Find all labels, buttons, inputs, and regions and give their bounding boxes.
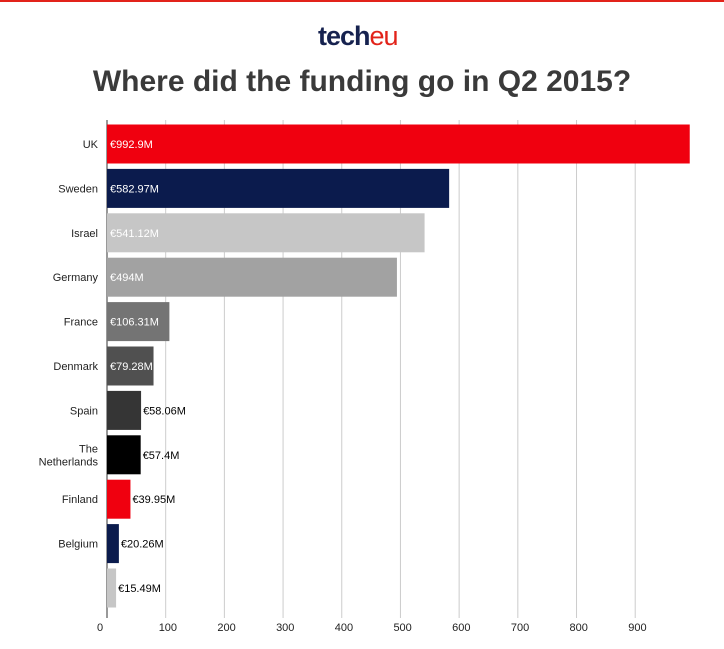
data-label: €20.26M xyxy=(121,539,164,551)
techeu-logo: techeu xyxy=(318,20,399,52)
category-label: Sweden xyxy=(58,183,98,195)
x-tick-label: 300 xyxy=(276,622,294,634)
x-tick-label: 600 xyxy=(452,622,470,634)
data-label: €494M xyxy=(110,272,144,284)
bar xyxy=(107,213,425,253)
category-label: Spain xyxy=(70,405,98,417)
bar xyxy=(107,568,117,608)
category-label: Belgium xyxy=(58,539,98,551)
data-label: €39.95M xyxy=(132,494,175,506)
logo-tech: tech xyxy=(318,21,371,51)
x-tick-label: 500 xyxy=(393,622,411,634)
x-axis-ticks: 0 100 200 300 400 500 600 700 800 900 xyxy=(97,622,647,634)
bar xyxy=(107,124,690,164)
bar xyxy=(107,479,131,519)
category-label: Germany xyxy=(53,272,99,284)
bar xyxy=(107,524,119,564)
bar xyxy=(107,346,154,386)
data-label: €79.28M xyxy=(110,361,153,373)
bar xyxy=(107,302,170,342)
x-tick-label: 800 xyxy=(570,622,588,634)
category-label: Denmark xyxy=(53,361,98,373)
x-tick-label: 0 xyxy=(97,622,103,634)
data-label: €541.12M xyxy=(110,228,159,240)
data-label: €992.9M xyxy=(110,139,153,151)
category-labels: UK Sweden Israel Germany France Denmark Spain T… xyxy=(39,139,99,551)
bar xyxy=(107,257,397,297)
x-tick-label: 400 xyxy=(335,622,353,634)
bar xyxy=(107,390,142,430)
x-tick-label: 200 xyxy=(217,622,235,634)
chart-title: Where did the funding go in Q2 2015? xyxy=(92,65,632,98)
top-rule xyxy=(0,0,724,2)
data-label: €106.31M xyxy=(110,317,159,329)
category-label: The Netherlands xyxy=(39,443,99,468)
category-label: Finland xyxy=(62,494,98,506)
category-label: UK xyxy=(83,139,99,151)
x-tick-label: 900 xyxy=(628,622,646,634)
category-label: France xyxy=(64,317,98,329)
bars xyxy=(107,124,690,608)
x-tick-label: 700 xyxy=(511,622,529,634)
bar xyxy=(107,168,450,208)
data-label: €582.97M xyxy=(110,183,159,195)
category-label: Israel xyxy=(71,228,98,240)
data-labels: €992.9M €582.97M €541.12M €494M €106.31M €79.… xyxy=(110,139,186,595)
x-tick-label: 100 xyxy=(159,622,177,634)
data-label: €57.4M xyxy=(143,450,180,462)
data-label: €58.06M xyxy=(143,405,186,417)
logo-eu: eu xyxy=(369,21,399,51)
bar xyxy=(107,435,141,475)
data-label: €15.49M xyxy=(118,583,161,595)
